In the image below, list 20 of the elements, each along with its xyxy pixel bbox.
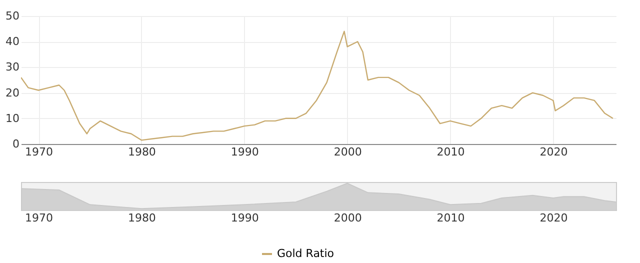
y-tick-label: 50 [6, 10, 20, 22]
x-tick-label: 2010 [436, 146, 465, 158]
y-tick-label: 10 [6, 112, 20, 125]
x-tick-label: 2020 [540, 212, 568, 224]
y-tick-label: 20 [6, 86, 20, 100]
x-tick-label: 1980 [128, 212, 156, 224]
x-tick-label: 2000 [334, 146, 362, 158]
x-tick-label: 1990 [230, 146, 259, 158]
y-tick-label: 0 [12, 138, 20, 150]
legend-label: Gold Ratio [277, 247, 334, 260]
x-tick-label: 2010 [436, 212, 465, 224]
x-tick-label: 2020 [540, 146, 568, 158]
x-tick-label: 1980 [128, 146, 156, 158]
y-tick-label: 30 [6, 60, 20, 74]
x-tick-label: 1970 [25, 146, 53, 158]
x-tick-label: 1970 [25, 212, 53, 224]
x-tick-label: 2000 [334, 212, 362, 224]
line-series [21, 30, 614, 141]
x-tick-label: 1990 [230, 212, 259, 224]
y-tick-label: 40 [6, 35, 20, 48]
